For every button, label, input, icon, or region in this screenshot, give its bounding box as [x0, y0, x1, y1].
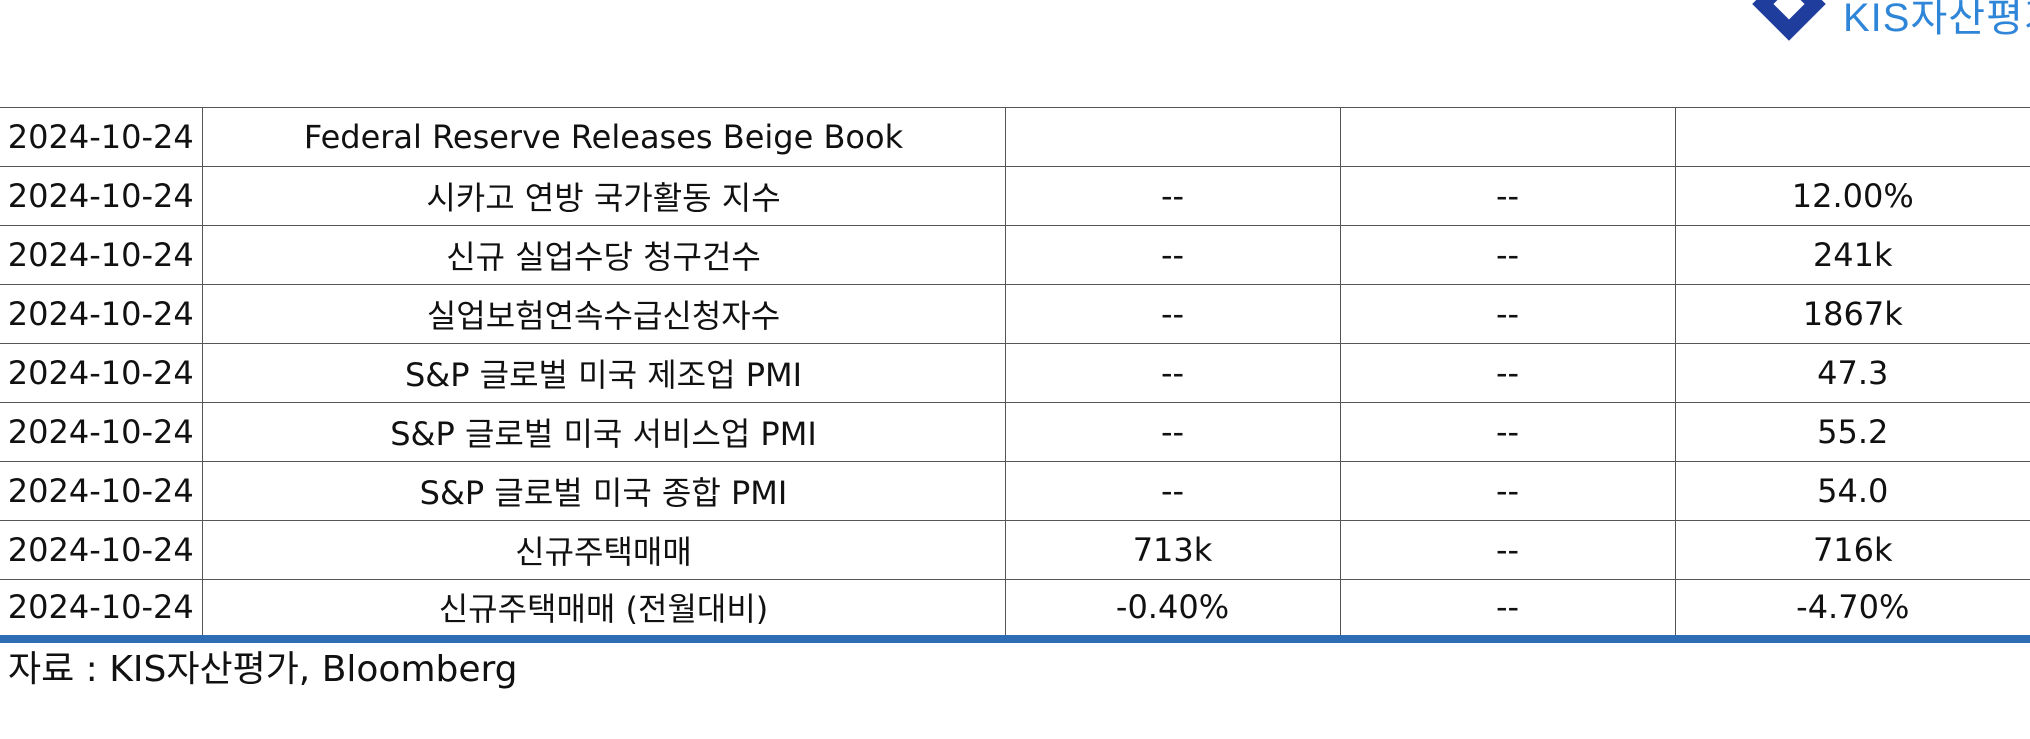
previous-cell: 54.0	[1674, 461, 2030, 521]
previous-cell: 47.3	[1674, 343, 2030, 403]
date-cell: 2024-10-24	[0, 343, 202, 403]
table-row: 2024-10-24 신규주택매매 (전월대비) -0.40% -- -4.70…	[0, 579, 2030, 643]
actual-cell: --	[1004, 284, 1340, 344]
date-cell: 2024-10-24	[0, 107, 202, 167]
actual-cell: --	[1004, 166, 1340, 226]
date-cell: 2024-10-24	[0, 579, 202, 643]
date-cell: 2024-10-24	[0, 284, 202, 344]
forecast-cell: --	[1339, 343, 1675, 403]
date-cell: 2024-10-24	[0, 166, 202, 226]
actual-cell: --	[1004, 402, 1340, 462]
table-row: 2024-10-24 S&P 글로벌 미국 제조업 PMI -- -- 47.3	[0, 343, 2030, 403]
kis-logo-icon	[1745, 0, 1835, 50]
date-cell: 2024-10-24	[0, 461, 202, 521]
indicator-cell: 신규 실업수당 청구건수	[201, 225, 1005, 285]
forecast-cell: --	[1339, 579, 1675, 643]
previous-cell: 241k	[1674, 225, 2030, 285]
forecast-cell: --	[1339, 284, 1675, 344]
company-logo: KIS자산평가	[1745, 0, 2030, 50]
source-note: 자료 : KIS자산평가, Bloomberg	[8, 649, 518, 690]
forecast-cell: --	[1339, 402, 1675, 462]
table-row: 2024-10-24 신규주택매매 713k -- 716k	[0, 520, 2030, 580]
actual-cell: --	[1004, 343, 1340, 403]
forecast-cell: --	[1339, 166, 1675, 226]
table-row: 2024-10-24 실업보험연속수급신청자수 -- -- 1867k	[0, 284, 2030, 344]
actual-cell: --	[1004, 225, 1340, 285]
indicator-cell: 시카고 연방 국가활동 지수	[201, 166, 1005, 226]
indicator-cell: S&P 글로벌 미국 종합 PMI	[201, 461, 1005, 521]
indicator-cell: 신규주택매매	[201, 520, 1005, 580]
forecast-cell: --	[1339, 225, 1675, 285]
table-row: 2024-10-24 S&P 글로벌 미국 서비스업 PMI -- -- 55.…	[0, 402, 2030, 462]
actual-cell: 713k	[1004, 520, 1340, 580]
date-cell: 2024-10-24	[0, 402, 202, 462]
indicator-cell: Federal Reserve Releases Beige Book	[201, 107, 1005, 167]
previous-cell: 12.00%	[1674, 166, 2030, 226]
table-row: 2024-10-24 신규 실업수당 청구건수 -- -- 241k	[0, 225, 2030, 285]
actual-cell: --	[1004, 461, 1340, 521]
previous-cell: 55.2	[1674, 402, 2030, 462]
indicator-cell: 신규주택매매 (전월대비)	[201, 579, 1005, 643]
indicator-cell: S&P 글로벌 미국 제조업 PMI	[201, 343, 1005, 403]
forecast-cell: --	[1339, 520, 1675, 580]
previous-cell: 716k	[1674, 520, 2030, 580]
previous-cell	[1674, 107, 2030, 167]
date-cell: 2024-10-24	[0, 225, 202, 285]
forecast-cell	[1339, 107, 1675, 167]
previous-cell: -4.70%	[1674, 579, 2030, 643]
previous-cell: 1867k	[1674, 284, 2030, 344]
indicator-cell: 실업보험연속수급신청자수	[201, 284, 1005, 344]
table-row: 2024-10-24 시카고 연방 국가활동 지수 -- -- 12.00%	[0, 166, 2030, 226]
economic-calendar-table: 2024-10-24 Federal Reserve Releases Beig…	[0, 107, 2030, 643]
forecast-cell: --	[1339, 461, 1675, 521]
actual-cell: -0.40%	[1004, 579, 1340, 643]
indicator-cell: S&P 글로벌 미국 서비스업 PMI	[201, 402, 1005, 462]
date-cell: 2024-10-24	[0, 520, 202, 580]
table-row: 2024-10-24 Federal Reserve Releases Beig…	[0, 107, 2030, 167]
logo-text: KIS자산평가	[1843, 0, 2030, 40]
table-row: 2024-10-24 S&P 글로벌 미국 종합 PMI -- -- 54.0	[0, 461, 2030, 521]
actual-cell	[1004, 107, 1340, 167]
